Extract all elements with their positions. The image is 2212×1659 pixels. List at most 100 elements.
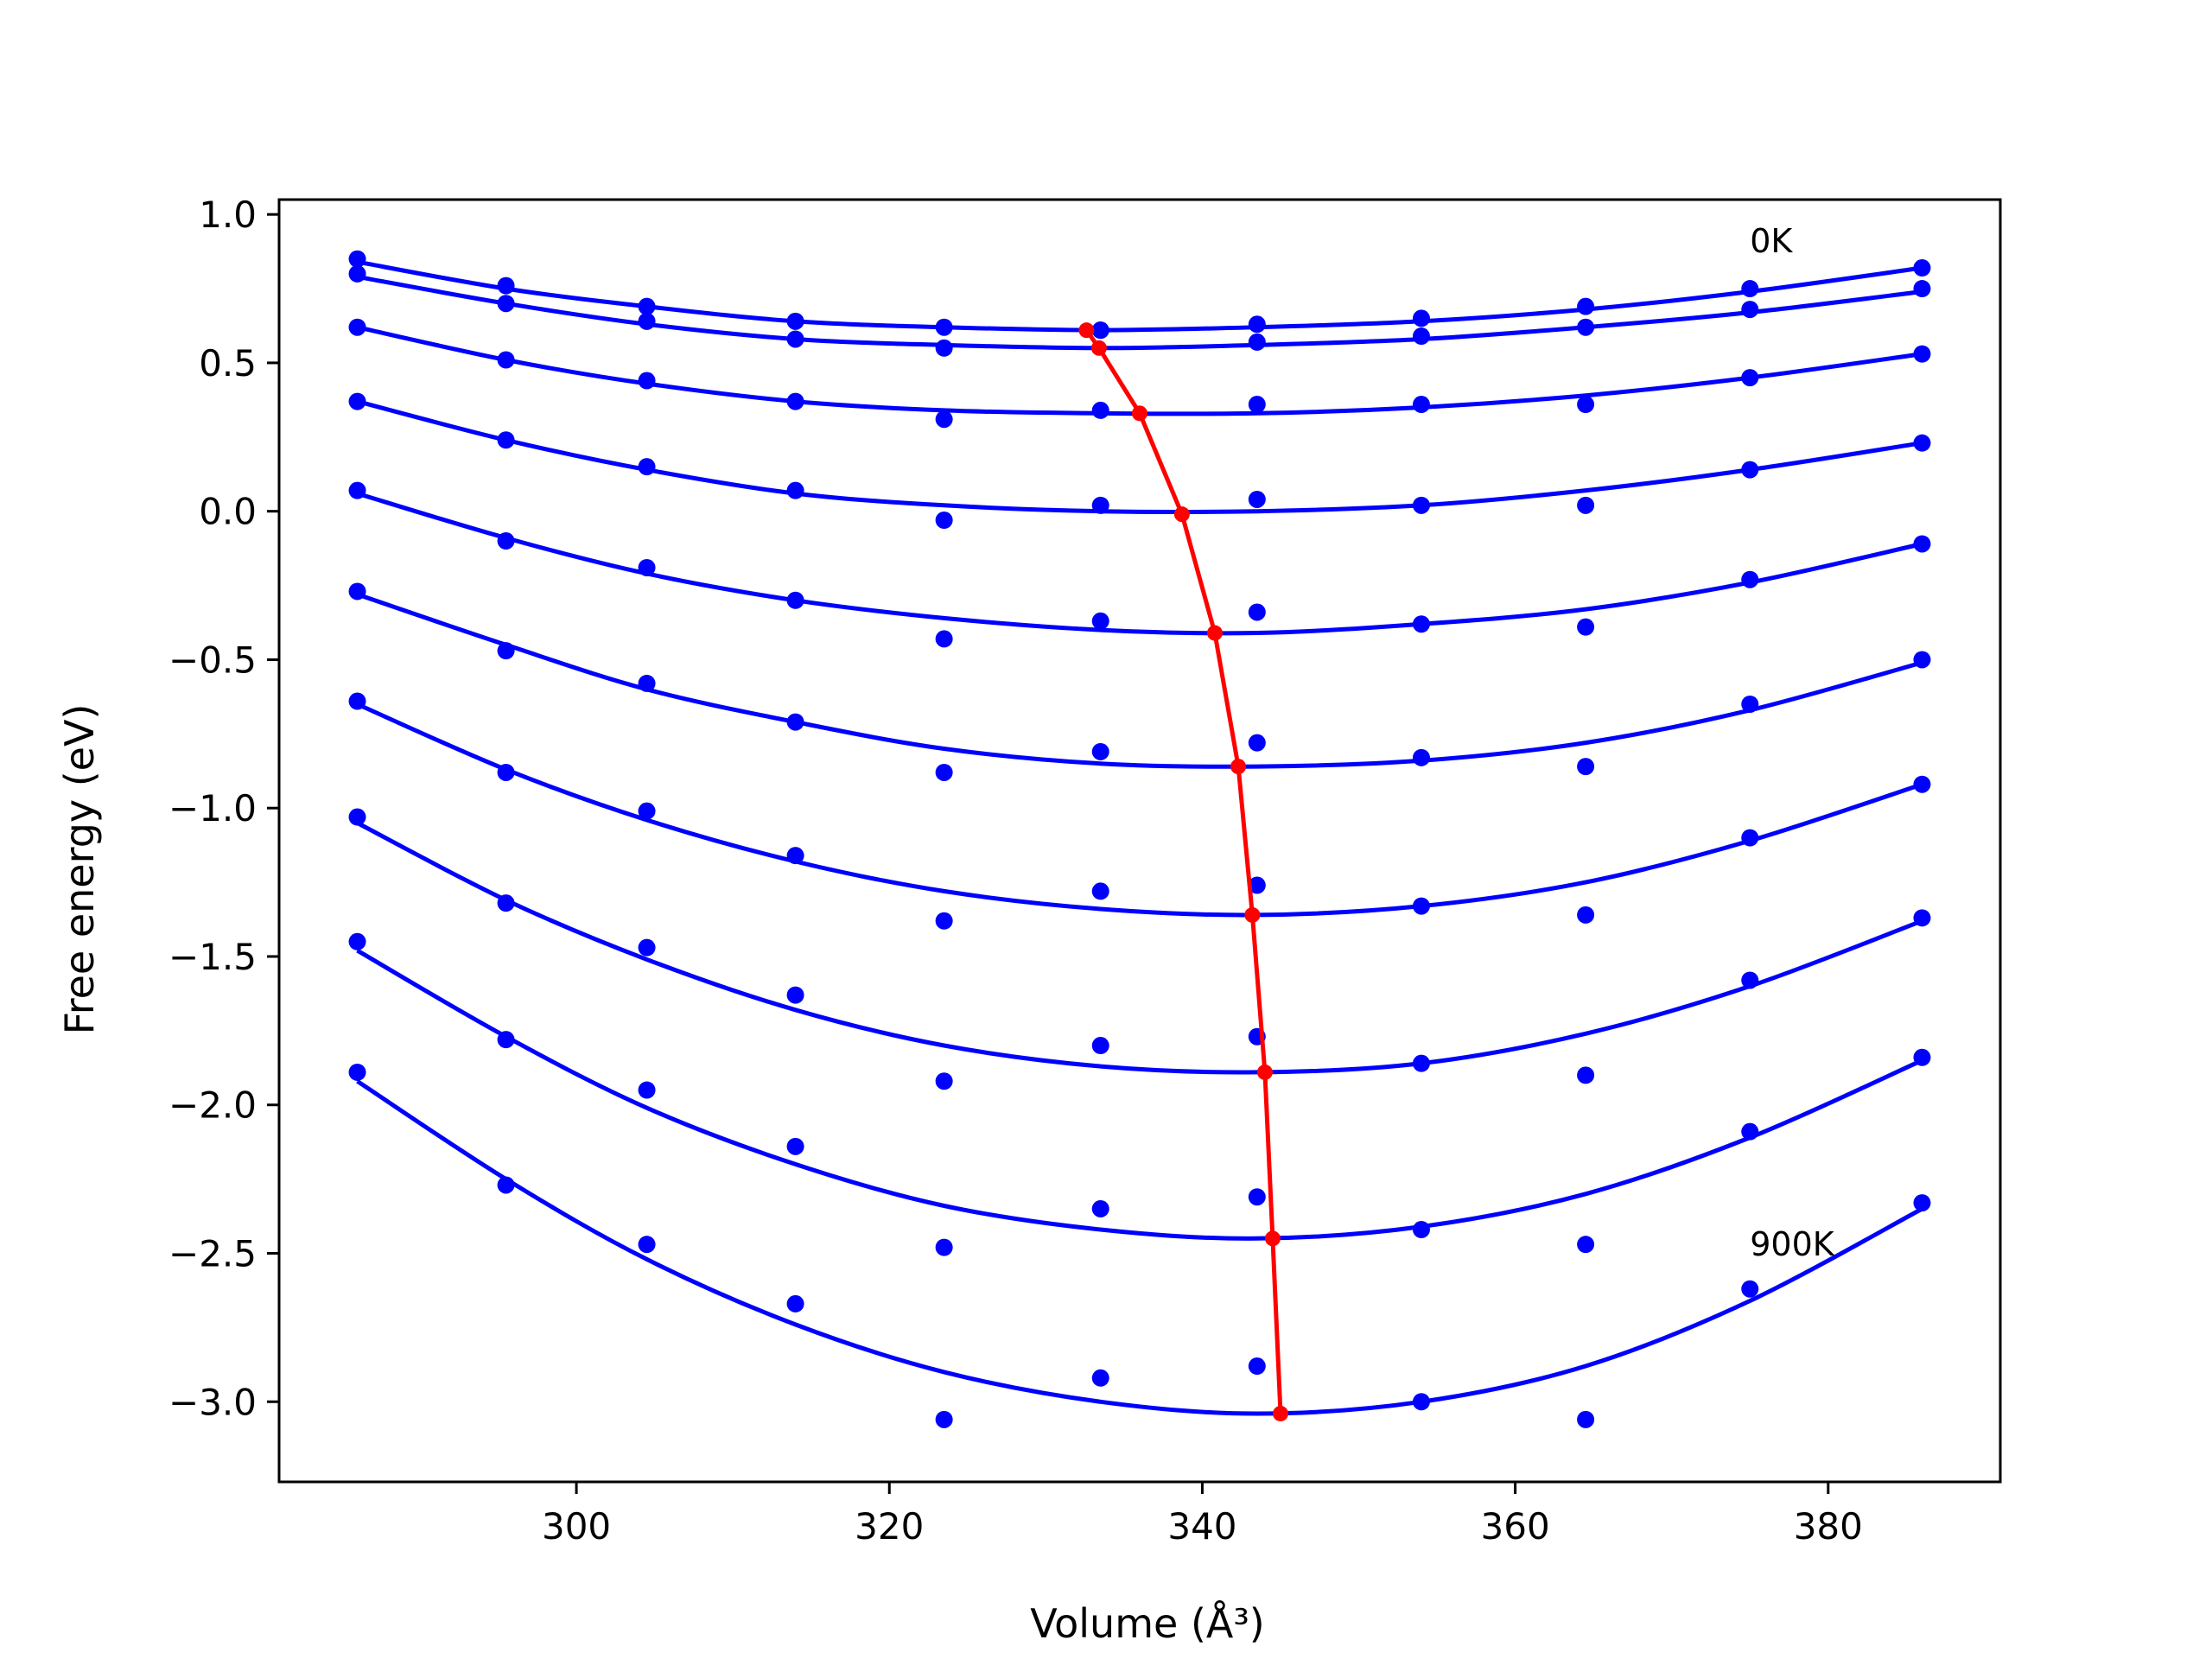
data-point: [1741, 369, 1759, 387]
data-points: [348, 250, 1931, 1428]
data-point: [1577, 496, 1595, 514]
data-point: [1091, 321, 1109, 340]
data-point: [348, 264, 366, 283]
data-point: [1577, 1066, 1595, 1084]
data-point: [1577, 618, 1595, 636]
fit-curve-2: [357, 274, 1923, 351]
fit-curve-6: [356, 592, 1923, 769]
curve-annotation: 900K: [1750, 1225, 1835, 1263]
data-point: [1741, 1122, 1759, 1141]
data-point: [1412, 327, 1430, 346]
data-point: [1412, 1393, 1430, 1411]
data-point: [1248, 603, 1266, 621]
y-tick-label: −1.0: [168, 787, 257, 830]
data-point: [348, 692, 366, 710]
data-point: [786, 481, 804, 499]
data-point: [497, 351, 515, 369]
data-point: [1091, 401, 1109, 419]
data-point: [1412, 615, 1430, 633]
data-point: [1091, 1369, 1109, 1387]
data-point: [1913, 909, 1931, 927]
data-point: [638, 458, 656, 476]
data-point: [1091, 1199, 1109, 1217]
data-point: [1741, 461, 1759, 479]
data-point: [348, 250, 366, 268]
data-point: [935, 410, 953, 429]
axes: 300 320 340 360 380 1.0 0.5 0.0 −0.5 −1.0 −1.5 −2.0…: [168, 194, 1863, 1548]
data-point: [786, 986, 804, 1004]
plot-frame: [277, 198, 2002, 1484]
y-tick-label: 0.5: [199, 342, 257, 385]
data-point: [786, 392, 804, 410]
data-point: [1913, 434, 1931, 452]
minimum-point: [1090, 340, 1107, 356]
fit-curve-7: [356, 702, 1923, 918]
data-point: [348, 318, 366, 336]
y-tick-label: 0.0: [199, 491, 257, 533]
data-point: [1091, 612, 1109, 630]
data-point: [1248, 333, 1266, 351]
y-tick-label: −0.5: [168, 639, 257, 681]
data-point: [497, 431, 515, 449]
data-point: [1412, 1054, 1430, 1072]
data-point: [1248, 1188, 1266, 1206]
data-point: [1248, 734, 1266, 752]
data-point: [1412, 309, 1430, 327]
data-point: [348, 481, 366, 499]
data-point: [1913, 535, 1931, 553]
data-point: [497, 532, 515, 550]
data-point: [1091, 882, 1109, 900]
minimum-point: [1272, 1405, 1288, 1421]
data-point: [1741, 570, 1759, 588]
data-point: [638, 802, 656, 820]
data-point: [935, 630, 953, 648]
data-point: [1741, 829, 1759, 847]
data-point: [348, 582, 366, 601]
data-point: [348, 392, 366, 410]
data-point: [1412, 1221, 1430, 1239]
data-point: [935, 912, 953, 930]
annotations: 0K 900K: [1750, 222, 1835, 1263]
data-point: [638, 674, 656, 692]
data-point: [1412, 496, 1430, 514]
fit-curve-9: [356, 948, 1923, 1241]
data-point: [1248, 1357, 1266, 1376]
data-point: [1577, 1410, 1595, 1428]
data-point: [1577, 318, 1595, 336]
data-point: [497, 295, 515, 313]
data-point: [638, 938, 656, 957]
data-point: [1248, 315, 1266, 334]
data-point: [1091, 496, 1109, 514]
data-point: [1248, 396, 1266, 414]
data-point: [497, 894, 515, 912]
data-point: [638, 1236, 656, 1254]
curve-annotation: 0K: [1750, 222, 1793, 260]
minimum-point: [1132, 405, 1147, 422]
x-tick-label: 320: [855, 1505, 924, 1548]
data-point: [786, 591, 804, 609]
minimum-point: [1264, 1230, 1281, 1247]
minimum-point: [1206, 625, 1223, 641]
data-point: [1913, 775, 1931, 793]
data-point: [786, 330, 804, 348]
data-point: [497, 642, 515, 660]
data-point: [1577, 396, 1595, 414]
data-point: [1577, 297, 1595, 315]
data-point: [1091, 1037, 1109, 1055]
data-point: [1412, 897, 1430, 915]
x-axis-label: Volume (Å³): [1030, 1600, 1265, 1647]
data-point: [1913, 1048, 1931, 1066]
data-point: [1741, 971, 1759, 989]
minimum-point: [1078, 322, 1095, 339]
data-point: [935, 339, 953, 357]
data-point: [348, 808, 366, 826]
data-point: [1741, 1280, 1759, 1298]
data-point: [638, 1081, 656, 1099]
minimum-path: [1078, 322, 1288, 1421]
data-point: [1913, 280, 1931, 298]
data-point: [638, 558, 656, 576]
data-point: [1091, 742, 1109, 760]
fit-curves: [356, 259, 1923, 1416]
data-point: [1248, 490, 1266, 508]
